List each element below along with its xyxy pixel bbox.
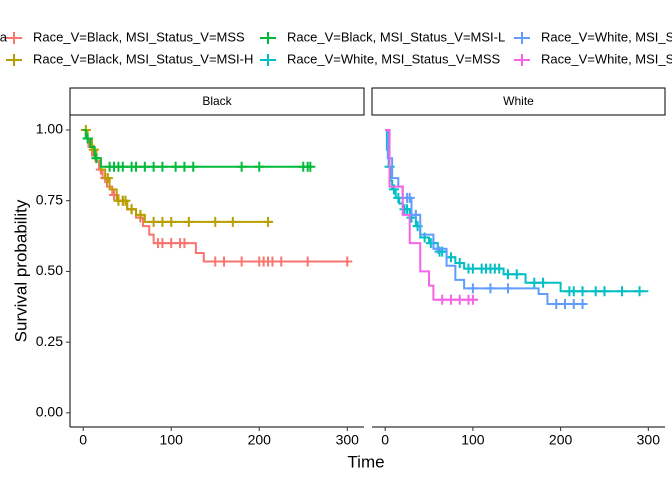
censor-mark xyxy=(617,286,628,297)
censor-mark xyxy=(227,216,238,227)
censor-mark xyxy=(276,256,287,267)
censor-mark xyxy=(148,216,159,227)
censor-mark xyxy=(219,256,230,267)
survival-curve xyxy=(385,128,478,301)
censor-mark xyxy=(502,269,513,280)
strip xyxy=(371,87,666,116)
x-tick-label: 200 xyxy=(549,432,573,448)
strip-label: White xyxy=(503,94,534,108)
y-tick-label: 1.00 xyxy=(36,121,63,137)
legend-label: Race_V=Black, MSI_Status_V=MSI-H xyxy=(33,51,253,66)
legend-title: Strata xyxy=(0,29,8,44)
censor-mark xyxy=(254,161,265,172)
censor-mark xyxy=(529,277,540,288)
x-tick-label: 0 xyxy=(381,432,389,448)
censor-mark xyxy=(179,238,190,249)
censor-mark xyxy=(551,298,562,309)
censor-mark xyxy=(568,286,579,297)
censor-mark xyxy=(511,269,522,280)
censor-mark xyxy=(467,283,478,294)
censor-mark xyxy=(210,256,221,267)
censor-mark xyxy=(577,286,588,297)
censor-mark xyxy=(157,216,168,227)
x-axis-label: Time xyxy=(347,452,384,471)
censor-mark xyxy=(302,256,313,267)
y-tick-label: 0.50 xyxy=(36,262,63,278)
censor-mark xyxy=(599,286,610,297)
censor-mark xyxy=(410,209,421,220)
x-tick-label: 300 xyxy=(637,432,661,448)
x-tick-label: 300 xyxy=(336,432,360,448)
censor-mark xyxy=(577,298,588,309)
censor-mark xyxy=(179,161,190,172)
censor-mark xyxy=(139,161,150,172)
survival-curve xyxy=(385,128,587,305)
censor-mark xyxy=(135,209,146,220)
strip-label: Black xyxy=(202,94,232,108)
y-tick-label: 0.75 xyxy=(36,191,63,207)
censor-mark xyxy=(485,283,496,294)
censor-mark xyxy=(166,216,177,227)
censor-mark xyxy=(445,294,456,305)
censor-mark xyxy=(467,294,478,305)
legend-label: Race_V=White, MSI_Status_V=MSS xyxy=(287,51,500,66)
x-tick-label: 0 xyxy=(79,432,87,448)
legend-label: Race_V=White, MSI_Status_V=MSI-L xyxy=(541,51,672,66)
censor-mark xyxy=(157,161,168,172)
y-axis-label: Survival probability xyxy=(11,199,30,342)
survival-curve xyxy=(83,128,313,168)
censor-mark xyxy=(494,263,505,274)
x-tick-label: 100 xyxy=(461,432,485,448)
censor-mark xyxy=(188,161,199,172)
survival-curve xyxy=(83,128,273,223)
censor-mark xyxy=(170,161,181,172)
x-tick-label: 100 xyxy=(160,432,184,448)
legend-label: Race_V=Black, MSI_Status_V=MSI-L xyxy=(287,29,505,44)
strip xyxy=(69,87,365,116)
censor-mark xyxy=(120,195,131,206)
censor-mark xyxy=(402,204,413,215)
censor-mark xyxy=(634,286,645,297)
censor-mark xyxy=(404,192,415,203)
censor-mark xyxy=(131,161,142,172)
censor-mark xyxy=(82,133,93,144)
censor-mark xyxy=(236,256,247,267)
legend-label: Race_V=White, MSI_Status_V=MSI-H xyxy=(541,29,672,44)
censor-mark xyxy=(445,252,456,263)
censor-mark xyxy=(267,256,278,267)
censor-mark xyxy=(454,294,465,305)
censor-mark xyxy=(236,161,247,172)
censor-mark xyxy=(454,257,465,268)
censor-mark xyxy=(102,173,113,184)
censor-mark xyxy=(432,243,443,254)
legend-label: Race_V=Black, MSI_Status_V=MSS xyxy=(33,29,245,44)
censor-mark xyxy=(263,216,274,227)
censor-mark xyxy=(568,298,579,309)
x-tick-label: 200 xyxy=(248,432,272,448)
censor-mark xyxy=(342,256,353,267)
y-tick-label: 0.00 xyxy=(36,404,63,420)
censor-mark xyxy=(559,298,570,309)
censor-mark xyxy=(166,238,177,249)
y-tick-label: 0.25 xyxy=(36,333,63,349)
censor-mark xyxy=(502,283,513,294)
censor-mark xyxy=(538,277,549,288)
censor-mark xyxy=(126,204,137,215)
censor-mark xyxy=(148,161,159,172)
censor-mark xyxy=(117,161,128,172)
censor-mark xyxy=(210,216,221,227)
censor-mark xyxy=(157,238,168,249)
censor-mark xyxy=(183,216,194,227)
censor-mark xyxy=(467,263,478,274)
censor-mark xyxy=(437,294,448,305)
censor-mark xyxy=(393,192,404,203)
censor-mark xyxy=(305,161,316,172)
survival-curve xyxy=(385,128,649,293)
censor-mark xyxy=(590,286,601,297)
censor-mark xyxy=(91,153,102,164)
